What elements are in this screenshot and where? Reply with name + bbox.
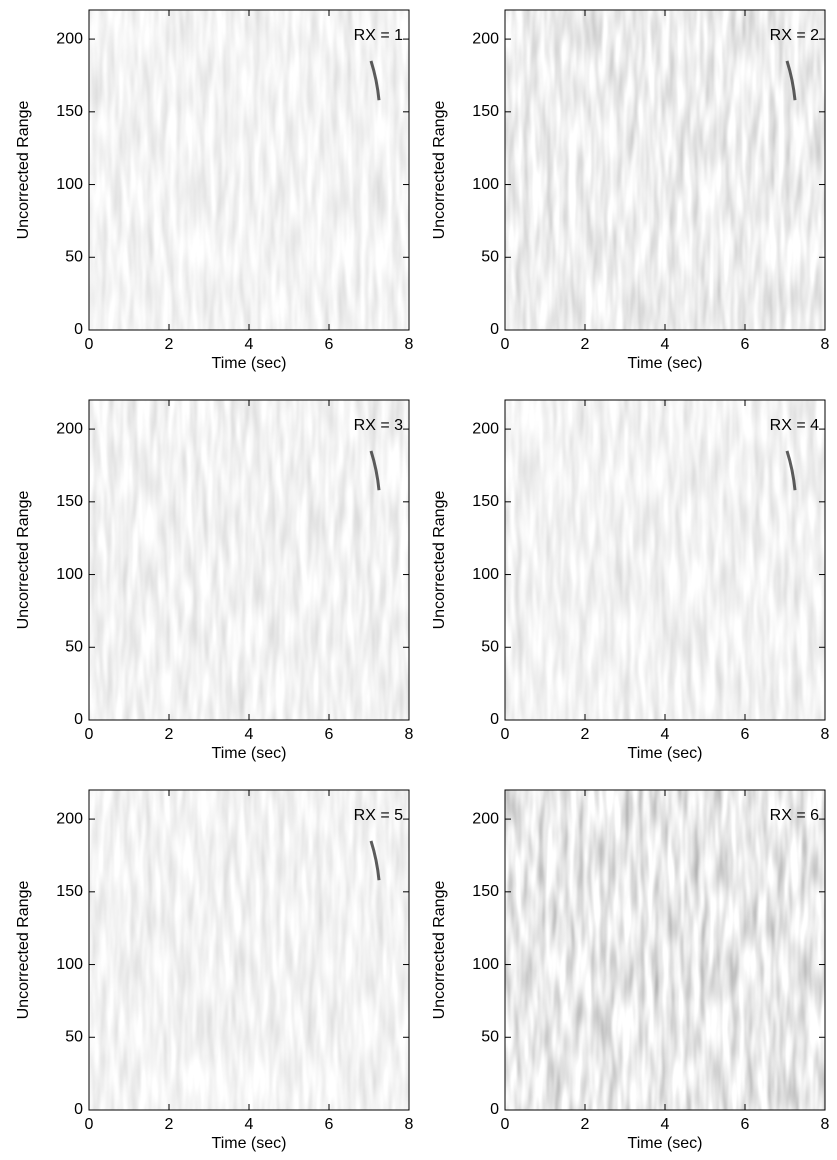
heatmap-image xyxy=(89,790,409,1110)
heatmap-image xyxy=(89,400,409,720)
y-tick-label: 100 xyxy=(472,566,499,583)
heatmap-image xyxy=(505,790,825,1110)
panel-label: RX = 5 xyxy=(354,807,403,824)
panel-label: RX = 4 xyxy=(770,417,819,434)
y-tick-label: 0 xyxy=(74,321,83,338)
heatmap-image xyxy=(89,10,409,330)
heatmap-image xyxy=(505,400,825,720)
y-tick-label: 50 xyxy=(65,638,83,655)
y-tick-label: 200 xyxy=(56,30,83,47)
y-tick-label: 150 xyxy=(472,883,499,900)
x-tick-label: 0 xyxy=(501,1116,510,1133)
x-tick-label: 4 xyxy=(661,726,670,743)
x-tick-label: 8 xyxy=(821,726,830,743)
y-tick-label: 0 xyxy=(490,1101,499,1118)
y-tick-label: 150 xyxy=(56,493,83,510)
x-axis-label: Time (sec) xyxy=(212,1135,287,1152)
target-streak xyxy=(785,60,797,101)
x-tick-label: 4 xyxy=(245,726,254,743)
y-tick-label: 200 xyxy=(472,30,499,47)
y-tick-label: 0 xyxy=(74,711,83,728)
y-axis-label: Uncorrected Range xyxy=(431,101,448,240)
y-tick-label: 50 xyxy=(481,1028,499,1045)
x-tick-label: 8 xyxy=(821,336,830,353)
y-tick-label: 150 xyxy=(56,103,83,120)
y-tick-label: 150 xyxy=(472,493,499,510)
y-tick-label: 0 xyxy=(490,321,499,338)
y-tick-label: 0 xyxy=(490,711,499,728)
x-axis-label: Time (sec) xyxy=(628,1135,703,1152)
x-tick-label: 6 xyxy=(325,336,334,353)
x-tick-label: 0 xyxy=(501,336,510,353)
x-tick-label: 4 xyxy=(245,1116,254,1133)
y-tick-label: 200 xyxy=(472,810,499,827)
x-tick-label: 6 xyxy=(325,726,334,743)
y-axis-label: Uncorrected Range xyxy=(431,881,448,1020)
x-tick-label: 6 xyxy=(741,336,750,353)
x-tick-label: 8 xyxy=(405,726,414,743)
y-tick-label: 200 xyxy=(56,810,83,827)
y-axis-label: Uncorrected Range xyxy=(15,881,32,1020)
target-streak xyxy=(369,60,381,101)
y-tick-label: 100 xyxy=(56,176,83,193)
x-tick-label: 8 xyxy=(405,336,414,353)
panel-label: RX = 6 xyxy=(770,807,819,824)
x-axis-label: Time (sec) xyxy=(628,355,703,372)
x-tick-label: 6 xyxy=(741,726,750,743)
x-axis-label: Time (sec) xyxy=(212,355,287,372)
panel-label: RX = 1 xyxy=(354,27,403,44)
y-tick-label: 150 xyxy=(472,103,499,120)
panel-label: RX = 2 xyxy=(770,27,819,44)
x-tick-label: 0 xyxy=(85,336,94,353)
y-tick-label: 100 xyxy=(56,956,83,973)
y-tick-label: 50 xyxy=(65,1028,83,1045)
target-streak xyxy=(785,450,797,491)
x-axis-label: Time (sec) xyxy=(628,745,703,762)
heatmap-image xyxy=(505,10,825,330)
target-streak xyxy=(369,840,381,881)
y-tick-label: 100 xyxy=(56,566,83,583)
x-tick-label: 8 xyxy=(405,1116,414,1133)
y-axis-label: Uncorrected Range xyxy=(431,491,448,630)
x-tick-label: 2 xyxy=(581,336,590,353)
y-tick-label: 0 xyxy=(74,1101,83,1118)
x-tick-label: 2 xyxy=(581,726,590,743)
target-streak xyxy=(369,450,381,491)
x-tick-label: 4 xyxy=(661,1116,670,1133)
y-tick-label: 200 xyxy=(56,420,83,437)
x-tick-label: 0 xyxy=(501,726,510,743)
y-tick-label: 50 xyxy=(481,638,499,655)
x-tick-label: 4 xyxy=(245,336,254,353)
y-tick-label: 200 xyxy=(472,420,499,437)
x-tick-label: 0 xyxy=(85,1116,94,1133)
x-axis-label: Time (sec) xyxy=(212,745,287,762)
y-axis-label: Uncorrected Range xyxy=(15,491,32,630)
x-tick-label: 2 xyxy=(581,1116,590,1133)
y-tick-label: 150 xyxy=(56,883,83,900)
y-tick-label: 100 xyxy=(472,176,499,193)
x-tick-label: 4 xyxy=(661,336,670,353)
x-tick-label: 0 xyxy=(85,726,94,743)
panel-label: RX = 3 xyxy=(354,417,403,434)
x-tick-label: 2 xyxy=(165,1116,174,1133)
y-axis-label: Uncorrected Range xyxy=(15,101,32,240)
x-tick-label: 2 xyxy=(165,336,174,353)
x-tick-label: 6 xyxy=(741,1116,750,1133)
x-tick-label: 6 xyxy=(325,1116,334,1133)
y-tick-label: 100 xyxy=(472,956,499,973)
y-tick-label: 50 xyxy=(481,248,499,265)
x-tick-label: 2 xyxy=(165,726,174,743)
y-tick-label: 50 xyxy=(65,248,83,265)
x-tick-label: 8 xyxy=(821,1116,830,1133)
